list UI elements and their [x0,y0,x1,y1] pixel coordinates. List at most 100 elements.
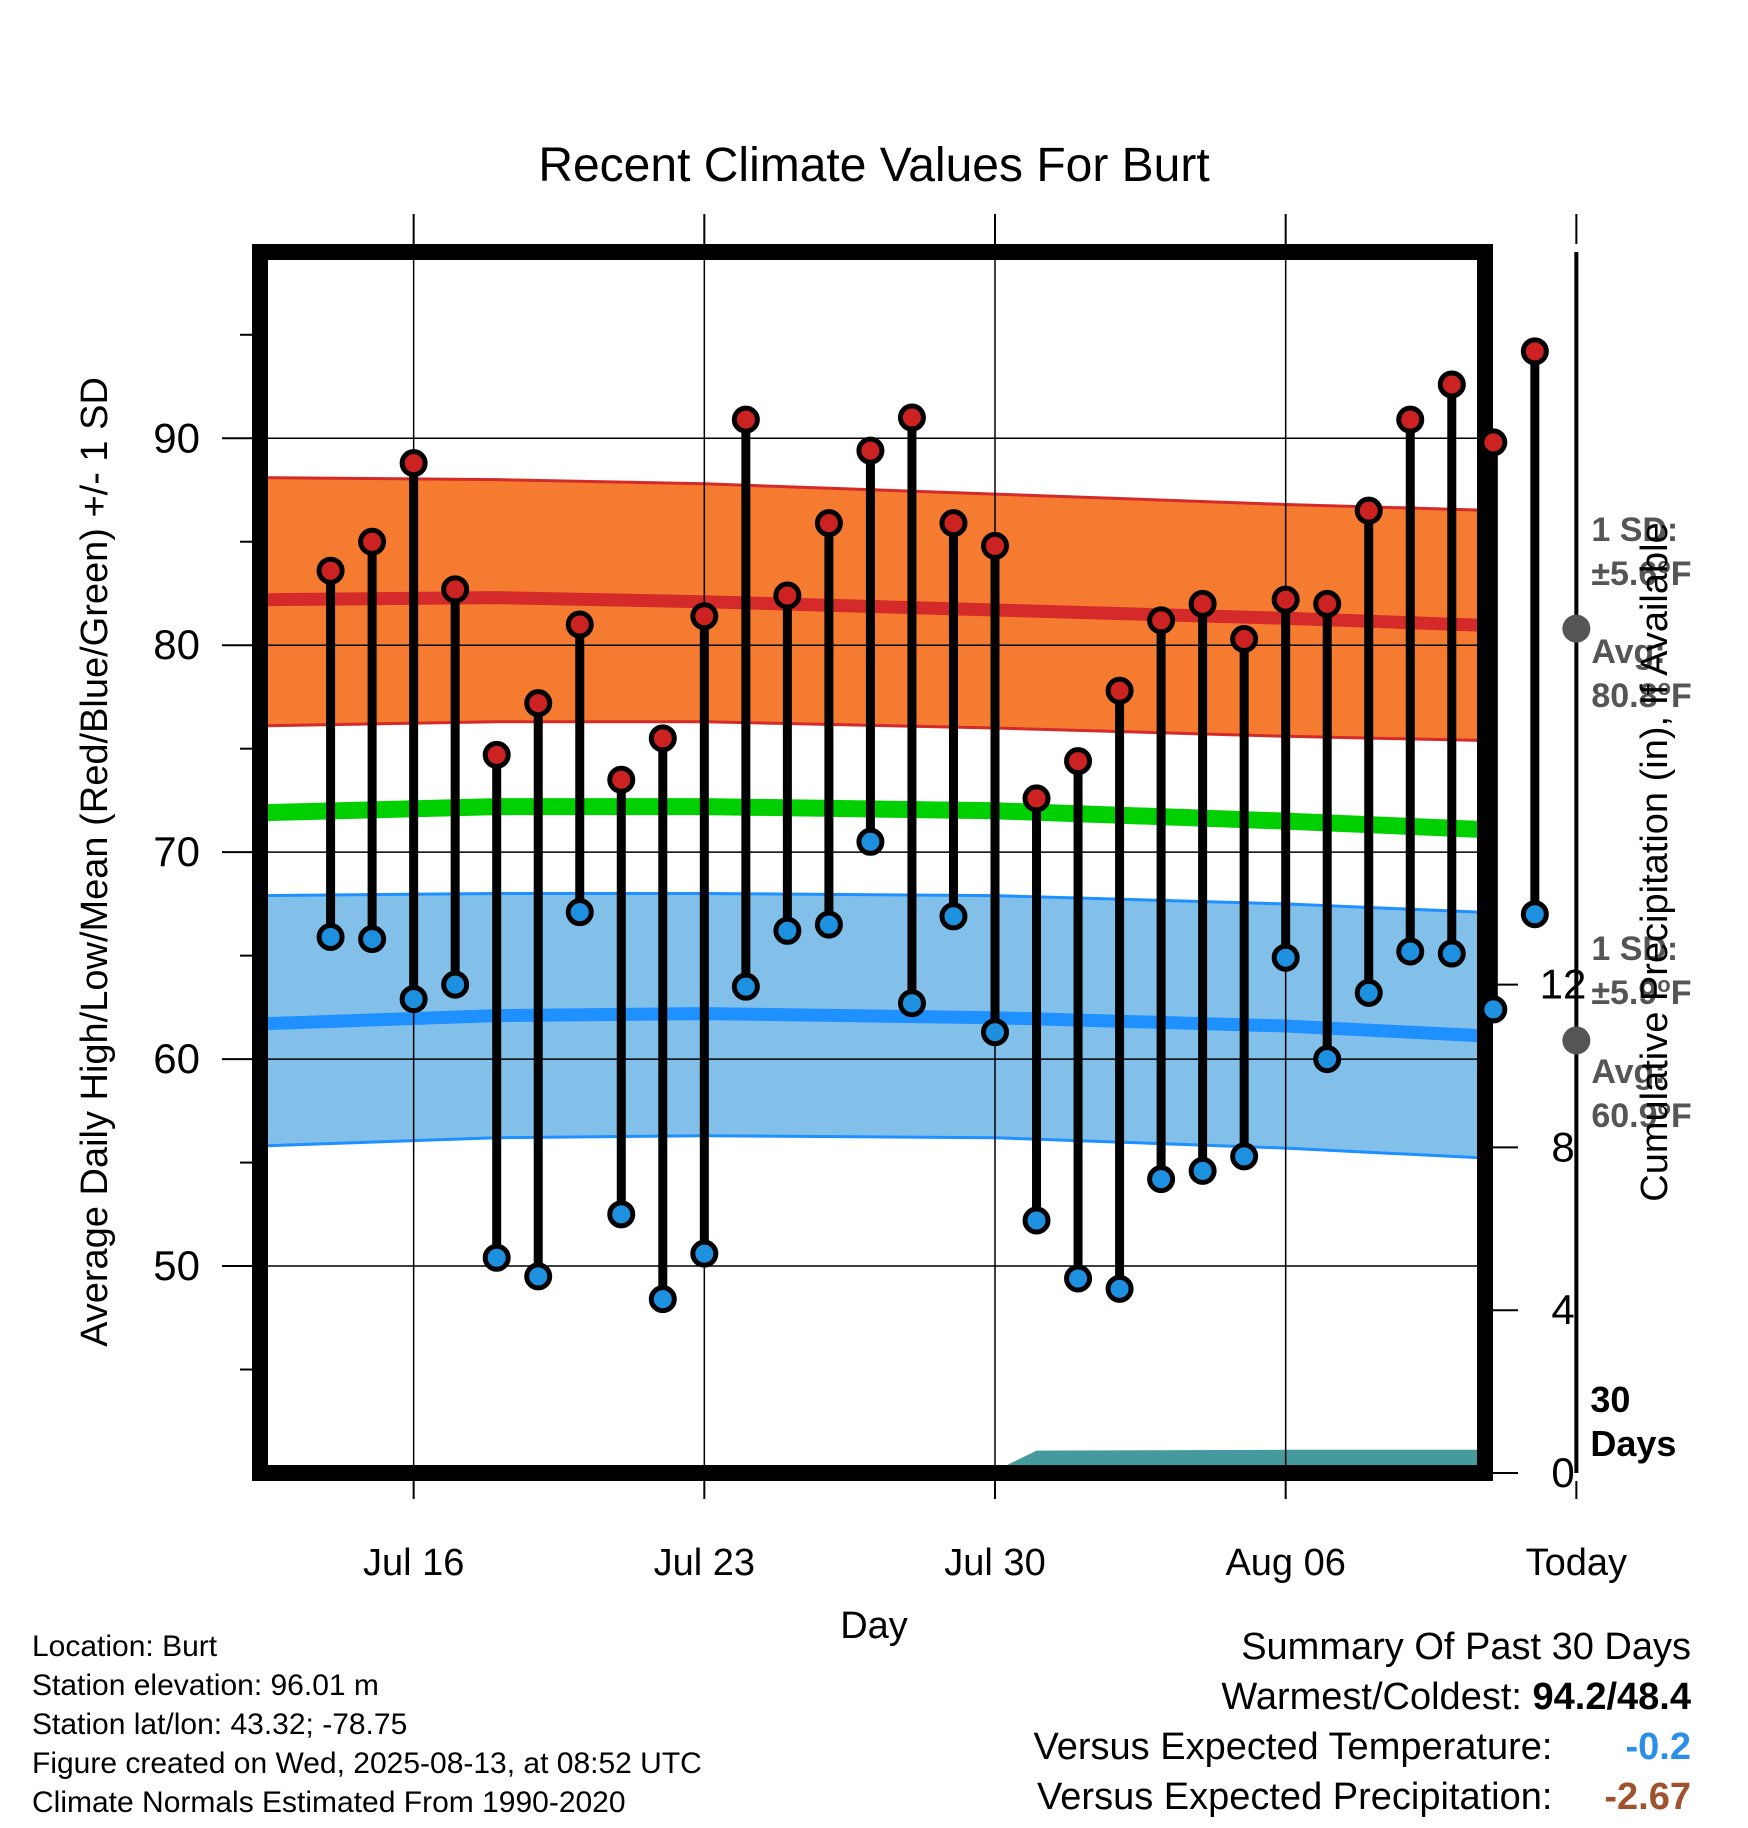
warm-cold-label: Warmest/Coldest: [1221,1676,1522,1718]
x-tick-label: Aug 06 [1225,1542,1345,1584]
high-sd-band [260,477,1485,741]
daily-high-point [981,531,1009,560]
daily-low-point [1064,1264,1093,1293]
y-axis-label-left: Average Daily High/Low/Mean (Red/Blue/Gr… [74,377,116,1347]
y-tick-label-left: 90 [153,414,200,461]
low-sd-label: 1 SD: [1591,930,1678,968]
daily-low-point [1479,995,1508,1024]
station-info: Location: Burt Station elevation: 96.01 … [32,1627,702,1822]
daily-low-point [1313,1045,1342,1074]
low-sd-band-lower-edge [260,1134,1485,1160]
daily-low-point [1354,978,1383,1007]
y-tick-label-right: 4 [1551,1286,1574,1333]
daily-high-point [1147,606,1176,635]
today-window-label: 30 [1590,1379,1630,1420]
y-tick-label-right: 12 [1540,961,1587,1008]
daily-high-point [1437,370,1466,399]
y-tick-label-right: 0 [1551,1449,1574,1496]
daily-high-point [1105,676,1134,705]
daily-low-point [607,1200,636,1229]
daily-high-point [814,509,843,538]
daily-high-point [607,765,636,794]
daily-low-point [648,1285,677,1314]
precip-label: Versus Expected Precipitation: [1037,1776,1553,1818]
daily-low-point [441,970,470,999]
low-sd-band [260,893,1485,1159]
summary-panel: Summary Of Past 30 Days Warmest/Coldest:… [1034,1622,1691,1822]
daily-high-point [731,405,760,434]
daily-high-point [648,724,677,753]
location-text: Location: Burt [32,1630,218,1663]
daily-low-point [524,1262,553,1291]
daily-low-point [856,827,885,856]
daily-high-point [1064,747,1093,776]
summary-temp: Versus Expected Temperature: -0.2 [1034,1722,1691,1772]
daily-high-point [524,689,553,718]
daily-low-point [1022,1206,1051,1235]
warm-cold-value: 94.2/48.4 [1532,1676,1691,1718]
daily-high-point [1313,589,1342,618]
x-tick-label: Jul 30 [944,1542,1045,1584]
daily-high-point [690,602,719,631]
daily-low-point [773,916,802,945]
plot-frame [252,244,1493,1481]
high-sd-label: 1 SD: [1591,511,1678,549]
daily-low-point [731,972,760,1001]
today-high-avg-marker [1562,614,1591,643]
daily-high-point [773,581,802,610]
y-tick-label-left: 70 [153,828,200,875]
elevation-text: Station elevation: 96.01 m [32,1669,379,1702]
summary-warm-cold: Warmest/Coldest: 94.2/48.4 [1034,1672,1691,1722]
x-tick-label: Jul 23 [654,1542,755,1584]
latlon-text: Station lat/lon: 43.32; -78.75 [32,1708,408,1741]
daily-low-point [1520,900,1549,929]
avg-high-line [260,591,1485,632]
low-sd-band-upper-edge [260,892,1485,914]
daily-high-point [1396,405,1425,434]
daily-low-point [690,1239,719,1268]
temp-label: Versus Expected Temperature: [1033,1726,1553,1768]
daily-high-point [1230,624,1259,653]
daily-high-point [1022,784,1051,813]
low-avg-value: 60.9oF [1591,1095,1691,1136]
avg-mean-line [260,798,1485,839]
daily-low-point [1188,1156,1217,1185]
daily-low-point [981,1018,1009,1047]
daily-high-point [358,527,387,556]
low-sd-value: ±5.9oF [1591,972,1691,1013]
daily-high-point [565,610,594,639]
x-axis-label: Day [840,1605,908,1647]
daily-low-point [565,898,594,927]
temp-value: -0.2 [1625,1726,1691,1768]
high-avg-label: Avg: [1591,633,1665,671]
daily-low-point [814,910,843,939]
chart-title: Recent Climate Values For Burt [538,139,1209,192]
high-sd-band-lower-edge [260,720,1485,743]
normals-text: Climate Normals Estimated From 1990-2020 [32,1786,626,1819]
daily-low-point [1396,937,1425,966]
daily-low-point [358,925,387,954]
daily-low-point [1437,939,1466,968]
high-sd-band-upper-edge [260,476,1485,512]
x-tick-label: Jul 16 [363,1542,464,1584]
daily-low-point [399,985,428,1014]
daily-high-point [1188,589,1217,618]
y-axis-label-right: Cumulative Precipitation (in), If Availa… [1634,522,1676,1201]
y-tick-label-right: 8 [1551,1123,1574,1170]
daily-low-point [939,902,968,931]
daily-high-point [1479,428,1508,457]
daily-low-point [1105,1274,1134,1303]
today-window-label: Days [1590,1423,1676,1464]
daily-high-point [1354,496,1383,525]
summary-precip: Versus Expected Precipitation: -2.67 [1034,1772,1691,1822]
daily-high-point [1520,337,1549,366]
daily-low-point [482,1243,511,1272]
summary-title: Summary Of Past 30 Days [1241,1626,1691,1668]
daily-high-point [856,436,885,465]
y-tick-label-left: 50 [153,1242,200,1289]
daily-high-point [441,575,470,604]
daily-high-point [399,449,428,478]
high-sd-value: ±5.6oF [1591,553,1691,594]
y-tick-label-left: 80 [153,621,200,668]
